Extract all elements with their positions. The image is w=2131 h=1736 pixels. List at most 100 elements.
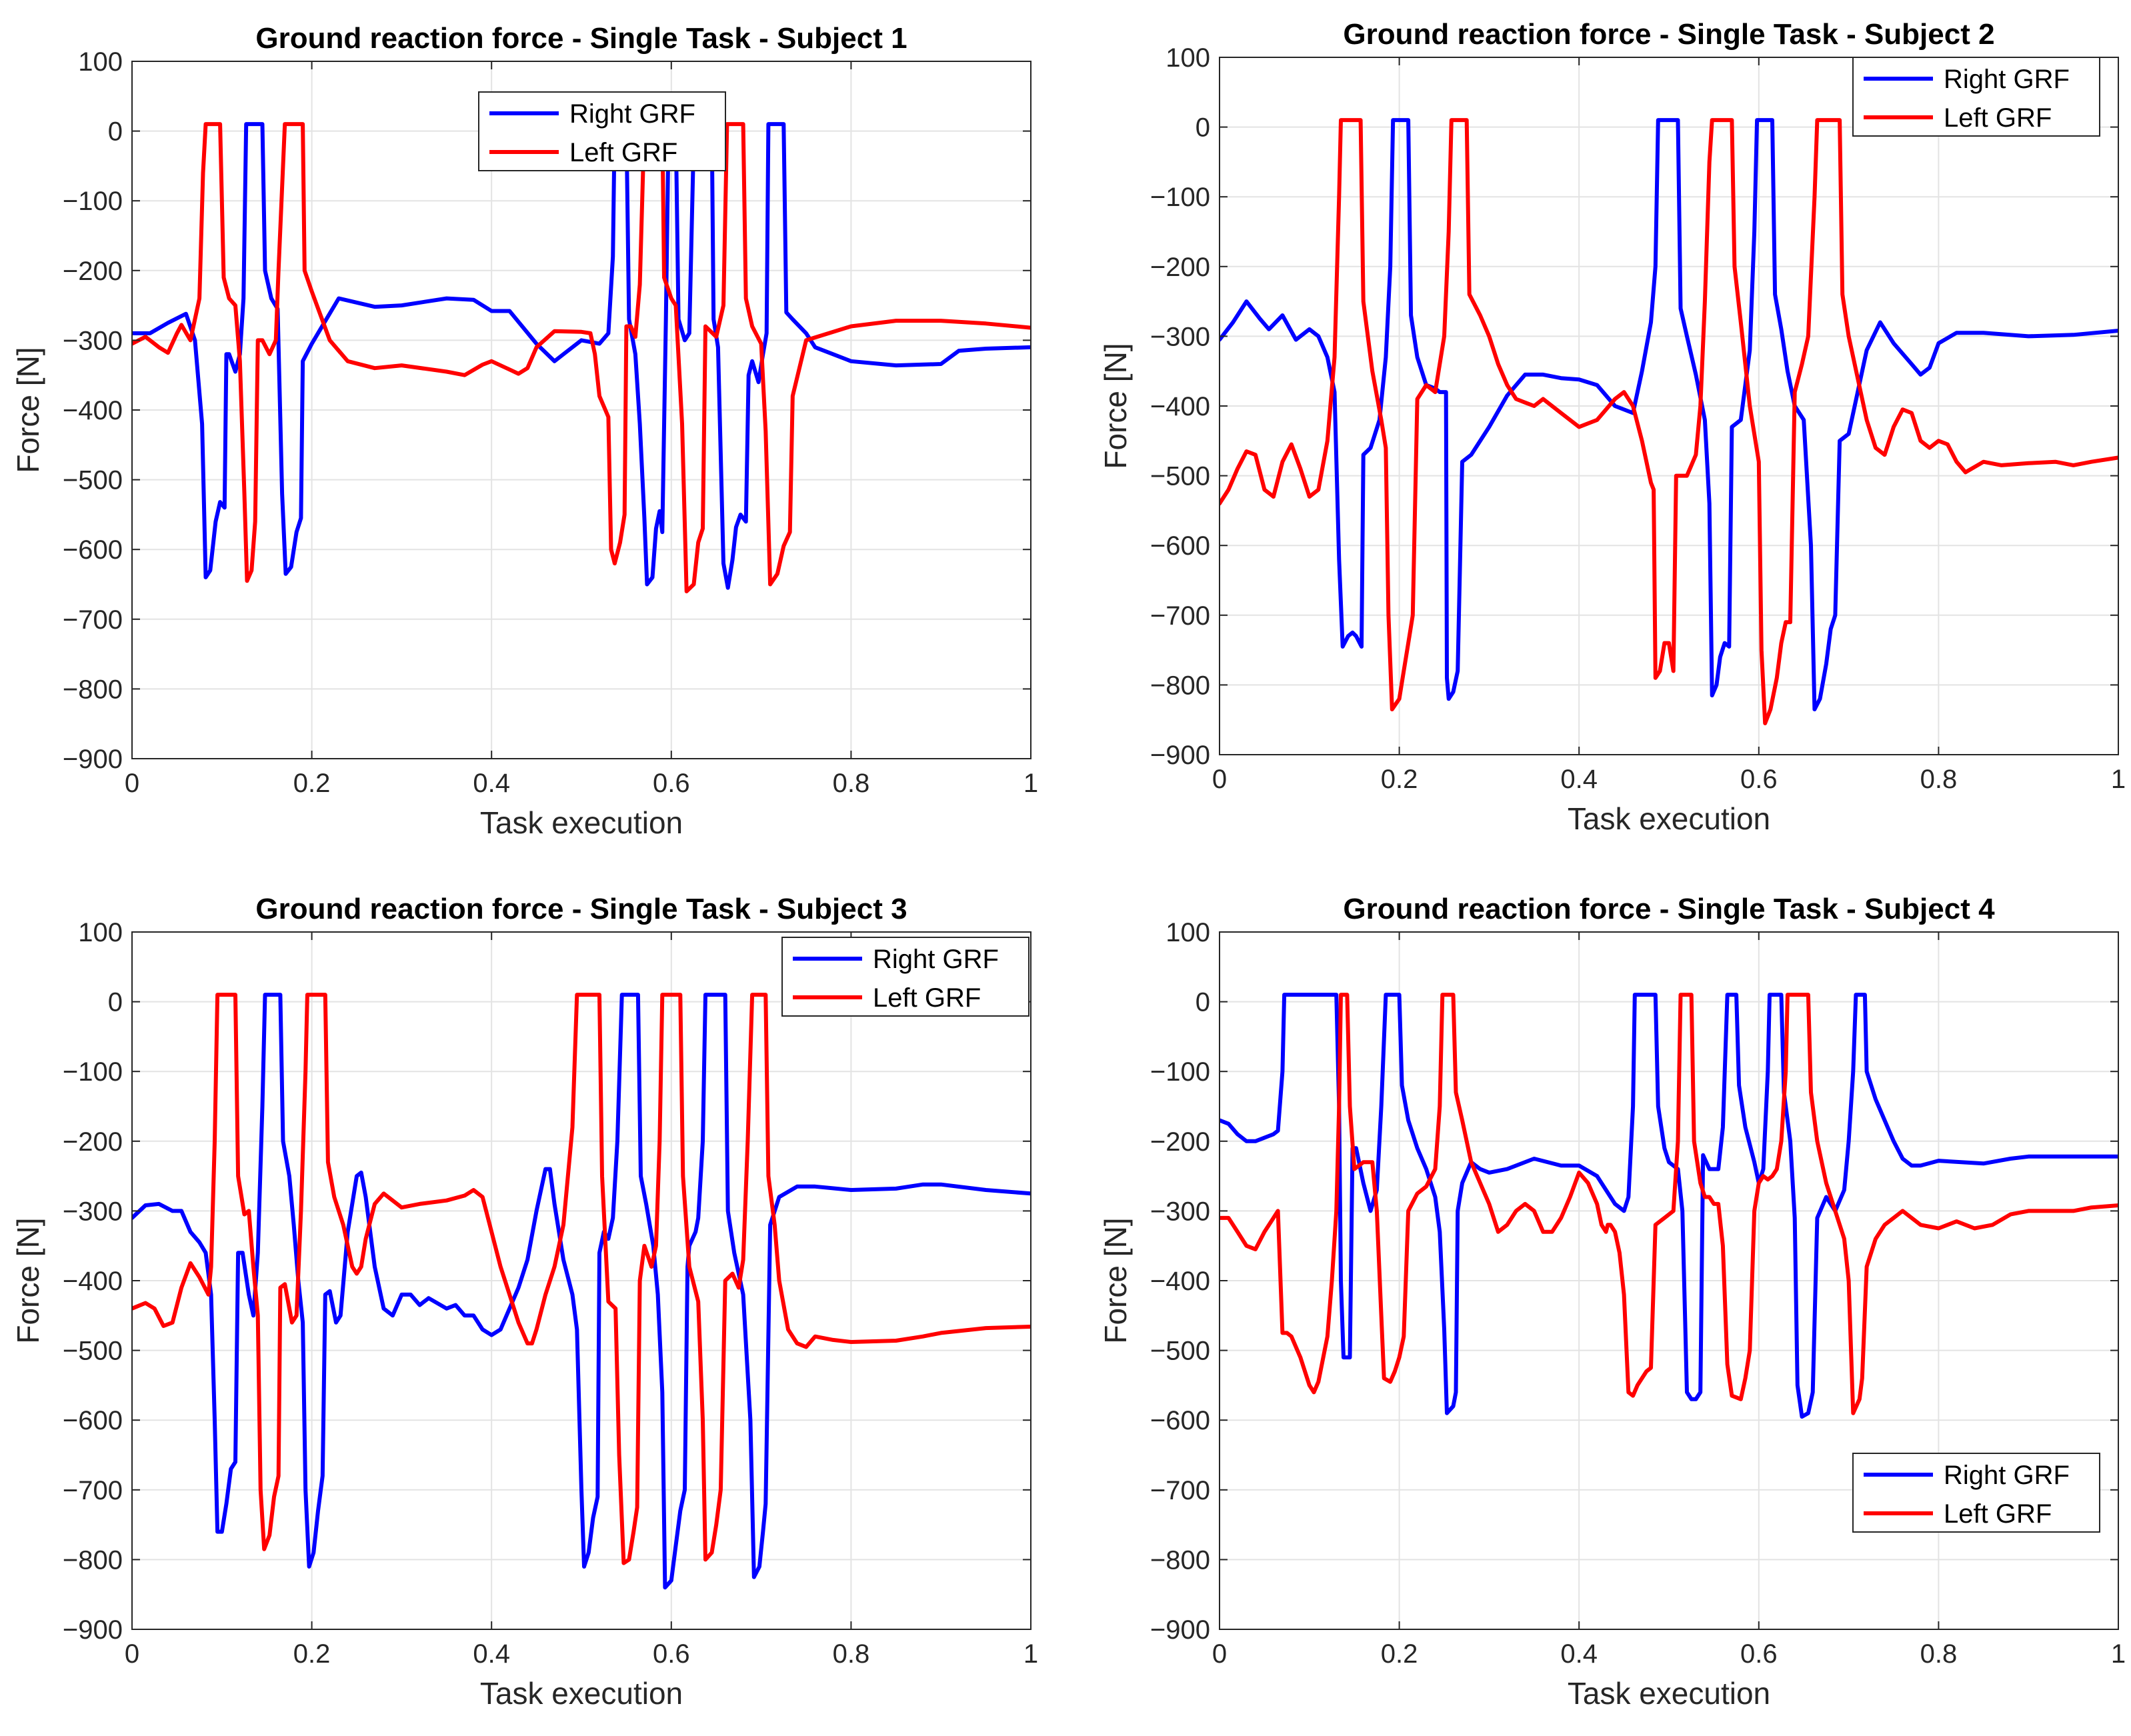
- x-tick-label: 0: [125, 769, 139, 798]
- y-tick-label: −700: [63, 1476, 123, 1505]
- chart-title: Ground reaction force - Single Task - Su…: [255, 22, 907, 55]
- x-tick-label: 0: [1212, 1639, 1227, 1669]
- y-axis-label: Force [N]: [11, 1217, 45, 1343]
- chart-panel-4: 0 0.2 0.4 0.6 0.8 1 100 0 −100 −200 −300 −400 −500 −6…: [1098, 893, 2126, 1711]
- y-tick-label: −500: [1150, 462, 1210, 491]
- y-axis-label: Force [N]: [1098, 1217, 1133, 1343]
- x-axis-label: Task execution: [1568, 801, 1770, 836]
- x-tick-label: 0.2: [293, 1639, 331, 1669]
- y-tick-label: −200: [63, 257, 123, 286]
- y-tick-label: 100: [1166, 918, 1210, 947]
- y-tick-label: −100: [1150, 183, 1210, 212]
- legend: Right GRF Left GRF: [1852, 57, 2100, 137]
- y-tick-label: −900: [63, 745, 123, 774]
- y-tick-label: −100: [63, 1057, 123, 1087]
- legend-label: Right GRF: [1944, 65, 2070, 94]
- legend-box: [1852, 57, 2100, 137]
- y-tick-label: −400: [63, 1267, 123, 1296]
- y-tick-label: 100: [78, 47, 123, 77]
- y-tick-label: −200: [1150, 1127, 1210, 1157]
- x-tick-label: 0.8: [1920, 1639, 1958, 1669]
- chart-title: Ground reaction force - Single Task - Su…: [1343, 18, 1994, 51]
- x-tick-label: 0: [1212, 765, 1227, 794]
- x-tick-label: 0.8: [833, 769, 870, 798]
- y-tick-label: −300: [1150, 1197, 1210, 1226]
- x-tick-label: 0.8: [833, 1639, 870, 1669]
- y-tick-label: −700: [1150, 1476, 1210, 1505]
- y-tick-label: −300: [1150, 322, 1210, 351]
- legend-box: [478, 91, 726, 171]
- y-tick-label: 0: [1196, 113, 1210, 143]
- chart-panel-1: 0 0.2 0.4 0.6 0.8 1 100 0 −100 −200 −300 −400 −500 −6…: [11, 22, 1038, 840]
- x-tick-label: 1: [2111, 1639, 2126, 1669]
- y-axis-label: Force [N]: [11, 347, 45, 473]
- y-tick-label: −700: [63, 605, 123, 635]
- y-axis-label: Force [N]: [1098, 343, 1133, 469]
- x-tick-label: 0.2: [1381, 1639, 1418, 1669]
- legend-label: Left GRF: [569, 138, 677, 167]
- x-axis-label: Task execution: [480, 805, 683, 840]
- legend-box: [781, 937, 1029, 1017]
- y-tick-label: −100: [63, 187, 123, 216]
- y-tick-label: −800: [63, 675, 123, 704]
- x-tick-label: 1: [2111, 765, 2126, 794]
- x-axis-label: Task execution: [480, 1676, 683, 1711]
- y-tick-label: −800: [1150, 1545, 1210, 1575]
- y-tick-label: −400: [1150, 1267, 1210, 1296]
- x-tick-label: 1: [1023, 769, 1038, 798]
- series-line-left-grf: [132, 122, 1031, 593]
- y-tick-label: −600: [63, 1406, 123, 1435]
- y-tick-label: −500: [63, 466, 123, 495]
- legend-label: Right GRF: [873, 945, 999, 974]
- y-tick-label: 0: [108, 117, 123, 147]
- legend-label: Right GRF: [1944, 1461, 2070, 1490]
- x-tick-label: 0.6: [653, 1639, 690, 1669]
- legend: Right GRF Left GRF: [781, 937, 1029, 1017]
- x-tick-label: 0.4: [473, 1639, 510, 1669]
- x-tick-label: 0.8: [1920, 765, 1958, 794]
- y-tick-label: −800: [1150, 671, 1210, 700]
- y-tick-label: −700: [1150, 601, 1210, 631]
- x-tick-label: 1: [1023, 1639, 1038, 1669]
- y-tick-label: −600: [63, 535, 123, 565]
- legend-label: Left GRF: [1944, 103, 2052, 133]
- y-tick-label: −900: [63, 1615, 123, 1645]
- series-line-left-grf: [1220, 993, 2118, 1415]
- x-tick-label: 0: [125, 1639, 139, 1669]
- legend-label: Left GRF: [1944, 1499, 2052, 1529]
- chart-title: Ground reaction force - Single Task - Su…: [1343, 893, 1995, 925]
- y-tick-label: −900: [1150, 1615, 1210, 1645]
- legend-label: Right GRF: [569, 99, 695, 129]
- y-tick-label: 100: [78, 918, 123, 947]
- chart-title: Ground reaction force - Single Task - Su…: [255, 893, 907, 925]
- y-tick-label: −600: [1150, 1406, 1210, 1435]
- y-tick-label: −300: [63, 326, 123, 355]
- y-tick-label: −400: [1150, 392, 1210, 421]
- y-tick-label: −300: [63, 1197, 123, 1226]
- series-line-right-grf: [1220, 118, 2118, 711]
- x-tick-label: 0.6: [1740, 1639, 1778, 1669]
- y-tick-label: −100: [1150, 1057, 1210, 1087]
- x-tick-label: 0.2: [293, 769, 331, 798]
- y-tick-label: −500: [1150, 1337, 1210, 1366]
- x-tick-label: 0.6: [653, 769, 690, 798]
- y-tick-label: −200: [1150, 253, 1210, 282]
- x-tick-label: 0.4: [1560, 1639, 1598, 1669]
- x-axis-label: Task execution: [1568, 1676, 1770, 1711]
- x-tick-label: 0.4: [1560, 765, 1598, 794]
- x-tick-label: 0.2: [1381, 765, 1418, 794]
- y-tick-label: 100: [1166, 43, 1210, 73]
- chart-panel-3: 0 0.2 0.4 0.6 0.8 1 100 0 −100 −200 −300 −400 −500 −6…: [11, 893, 1038, 1711]
- legend-box: [1852, 1453, 2100, 1533]
- chart-panel-2: 0 0.2 0.4 0.6 0.8 1 100 0 −100 −200 −300 −400 −500 −6…: [1098, 18, 2126, 836]
- y-tick-label: −900: [1150, 741, 1210, 770]
- x-tick-label: 0.6: [1740, 765, 1778, 794]
- legend: Right GRF Left GRF: [1852, 1453, 2100, 1533]
- series-line-left-grf: [132, 993, 1031, 1565]
- y-tick-label: −800: [63, 1545, 123, 1575]
- y-tick-label: −500: [63, 1337, 123, 1366]
- y-tick-label: −600: [1150, 531, 1210, 561]
- y-tick-label: 0: [1196, 988, 1210, 1017]
- series-line-left-grf: [1220, 118, 2118, 725]
